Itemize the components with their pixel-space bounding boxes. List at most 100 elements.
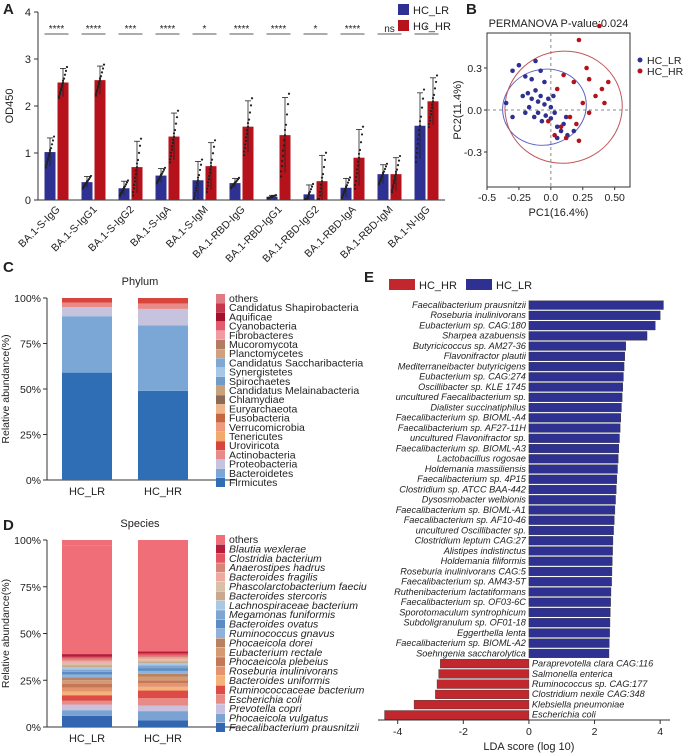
- lda-bar-label: Mediterraneibacter butyricigens: [398, 361, 527, 371]
- stack-segment: [62, 665, 112, 668]
- legend-swatch: [216, 294, 225, 303]
- lda-bar-hc-lr: [528, 423, 621, 433]
- legend-swatch: [216, 591, 225, 601]
- legend-swatch: [216, 404, 225, 414]
- lda-bar-label: Eubacterium sp. CAG:274: [419, 372, 526, 382]
- data-point: [394, 173, 398, 176]
- data-point: [200, 158, 204, 161]
- point-hc-lr: [563, 114, 569, 120]
- legend-marker: [637, 57, 643, 63]
- point-hc-hr: [605, 79, 611, 85]
- data-point: [393, 175, 397, 178]
- legend-label: Candidatus Melainabacteria: [229, 385, 359, 397]
- legend-label: Faecalibacterium prausnitzii: [229, 722, 360, 734]
- stack-segment: [62, 658, 112, 661]
- x-tick-label: -2: [459, 726, 468, 738]
- data-point: [428, 116, 432, 119]
- lda-bar-label: Soehngenia saccharolytica: [416, 648, 526, 658]
- data-point: [340, 195, 344, 198]
- data-point: [393, 177, 397, 180]
- legend-swatch: [216, 395, 225, 405]
- data-point: [319, 187, 323, 190]
- data-point: [384, 165, 388, 168]
- data-point: [133, 176, 137, 179]
- legend-swatch: [216, 647, 225, 657]
- legend-label: Roseburia inulinivorans: [229, 666, 339, 678]
- lda-bar-hc-lr: [528, 310, 661, 320]
- data-point: [60, 85, 64, 88]
- lda-bar-hc-lr: [528, 536, 614, 546]
- stack-segment: [138, 720, 188, 727]
- data-point: [133, 180, 137, 183]
- significance-label: *: [425, 24, 429, 35]
- panel-label-d: D: [3, 517, 14, 534]
- point-hc-hr: [593, 93, 598, 99]
- data-point: [391, 186, 395, 189]
- data-point: [394, 170, 398, 173]
- lda-bar-label: uncultured Flavonifractor sp.: [410, 433, 526, 443]
- data-point: [246, 125, 250, 128]
- lda-bar-label: Holdemania massiliensis: [425, 464, 527, 474]
- data-point: [430, 106, 434, 109]
- legend-swatch: [216, 303, 225, 313]
- lda-bar-label: Butyricicoccus sp. AM27-36: [413, 341, 527, 351]
- bar-hc-lr: [229, 183, 241, 200]
- y-axis-title: OD450: [4, 89, 16, 124]
- legend-label: Mucoromycota: [229, 339, 298, 351]
- panel-c-phylum-stacked: Phylum 0% 25% 50% 75% 100% Relative abundance(…: [0, 276, 363, 498]
- data-point: [49, 147, 53, 150]
- bar-hc-hr: [57, 82, 69, 200]
- data-point: [45, 162, 49, 165]
- legend-swatch: [216, 441, 225, 451]
- significance-label: ****: [271, 24, 287, 35]
- legend-label: Spirochaetes: [229, 376, 290, 388]
- point-hc-lr: [538, 93, 543, 99]
- data-point: [435, 74, 439, 77]
- lda-bar-label: Holdemania filiformis: [441, 556, 527, 566]
- data-point: [310, 185, 314, 188]
- data-point: [44, 164, 48, 167]
- stack-segment: [138, 690, 188, 699]
- data-point: [208, 168, 212, 171]
- data-point: [64, 69, 68, 72]
- data-point: [60, 83, 64, 86]
- legend-swatch: [216, 535, 225, 544]
- stack-segment: [62, 715, 112, 727]
- bar-hc-lr: [377, 174, 389, 200]
- data-point: [63, 73, 67, 76]
- legend-swatch: [398, 4, 409, 15]
- data-point: [281, 149, 285, 152]
- stack-segment: [62, 372, 112, 480]
- x-tick-label: 0: [526, 726, 532, 738]
- data-point: [124, 183, 128, 186]
- data-point: [134, 169, 138, 172]
- legend-swatch: [216, 694, 225, 704]
- data-point: [243, 143, 247, 146]
- legend-swatch: [216, 723, 225, 732]
- data-point: [196, 176, 200, 179]
- data-point: [95, 90, 99, 93]
- data-point: [206, 181, 210, 184]
- bar-hc-lr: [155, 175, 167, 200]
- data-point: [390, 188, 394, 192]
- data-point: [65, 65, 69, 69]
- lda-bar-label: Dialister succinatiphilus: [430, 402, 526, 412]
- legend-swatch: [216, 478, 225, 487]
- data-point: [305, 197, 309, 200]
- point-hc-hr: [586, 110, 592, 116]
- panel-e-lda-chart: -4 -2 0 2 4 LDA score (log 10) HC_HR HC_LR Faeca…: [378, 279, 670, 753]
- confidence-ellipse: [502, 68, 587, 146]
- lda-bar-label: Faecalibacterium prausnitzii: [412, 300, 527, 310]
- legend-swatch: [216, 459, 225, 469]
- data-point: [347, 178, 351, 182]
- point-hc-lr: [538, 68, 543, 74]
- data-point: [94, 94, 98, 97]
- panel-label-e: E: [364, 269, 374, 286]
- data-point: [283, 134, 287, 137]
- stack-segment: [138, 653, 188, 656]
- point-hc-lr: [510, 114, 515, 120]
- lda-bar-hc-lr: [528, 628, 610, 638]
- data-point: [176, 109, 180, 112]
- significance-label: ***: [125, 24, 137, 35]
- data-point: [418, 124, 422, 127]
